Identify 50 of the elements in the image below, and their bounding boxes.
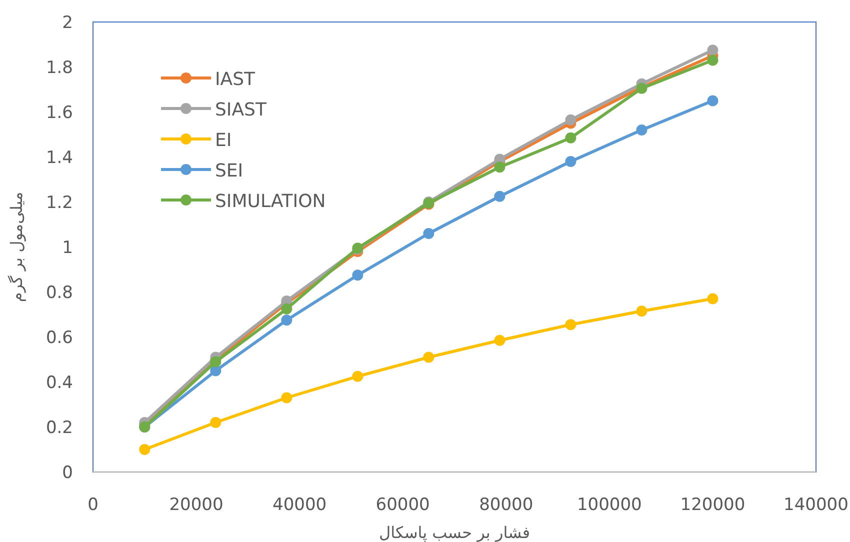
point — [565, 114, 576, 126]
point — [636, 124, 648, 136]
y-tick-label: 1 — [62, 238, 73, 258]
y-tick-label: 1.2 — [46, 193, 73, 213]
legend-label: SIMULATION — [215, 191, 326, 212]
y-tick-label: 2 — [62, 13, 73, 33]
point — [281, 392, 292, 404]
x-tick-label: 100000 — [576, 495, 642, 515]
y-tick-label: 0.8 — [46, 283, 73, 303]
y-axis-title: میلی‌مول بر گرم — [7, 192, 26, 302]
point — [494, 334, 506, 346]
x-axis-title: فشار بر حسب پاسکال — [378, 523, 530, 542]
point — [707, 44, 718, 56]
legend-label: IAST — [215, 69, 256, 90]
y-tick-label: 0.6 — [46, 328, 73, 348]
point — [139, 444, 150, 455]
point — [565, 319, 576, 330]
point — [707, 293, 718, 304]
point — [423, 228, 434, 239]
point — [352, 270, 364, 281]
y-tick-label: 1.4 — [46, 148, 73, 168]
point — [210, 365, 222, 376]
point — [636, 306, 648, 317]
point — [707, 54, 718, 66]
point — [707, 95, 718, 106]
point — [352, 370, 364, 382]
y-tick-label: 0.2 — [46, 418, 73, 438]
point — [423, 352, 434, 363]
point — [210, 417, 222, 428]
x-tick-label: 0 — [88, 495, 98, 515]
point — [565, 132, 576, 144]
x-tick-label: 40000 — [272, 495, 327, 515]
point — [494, 190, 506, 202]
x-tick-label: 120000 — [680, 495, 746, 515]
x-tick-label: 60000 — [376, 495, 430, 515]
legend-label: EI — [215, 130, 232, 151]
y-tick-label: 1.6 — [46, 103, 73, 123]
y-tick-label: 0.4 — [46, 373, 73, 393]
legend-label: SEI — [215, 160, 244, 182]
y-tick-label: 1.8 — [46, 58, 73, 78]
point — [494, 162, 506, 173]
point — [210, 356, 222, 368]
x-tick-label: 80000 — [479, 495, 534, 515]
y-tick-label: 0 — [62, 463, 73, 483]
x-tick-label: 20000 — [169, 495, 224, 515]
point — [281, 314, 292, 326]
point — [281, 303, 292, 314]
legend-label: SIAST — [215, 100, 268, 120]
point — [565, 156, 576, 167]
x-tick-label: 140000 — [784, 495, 848, 515]
